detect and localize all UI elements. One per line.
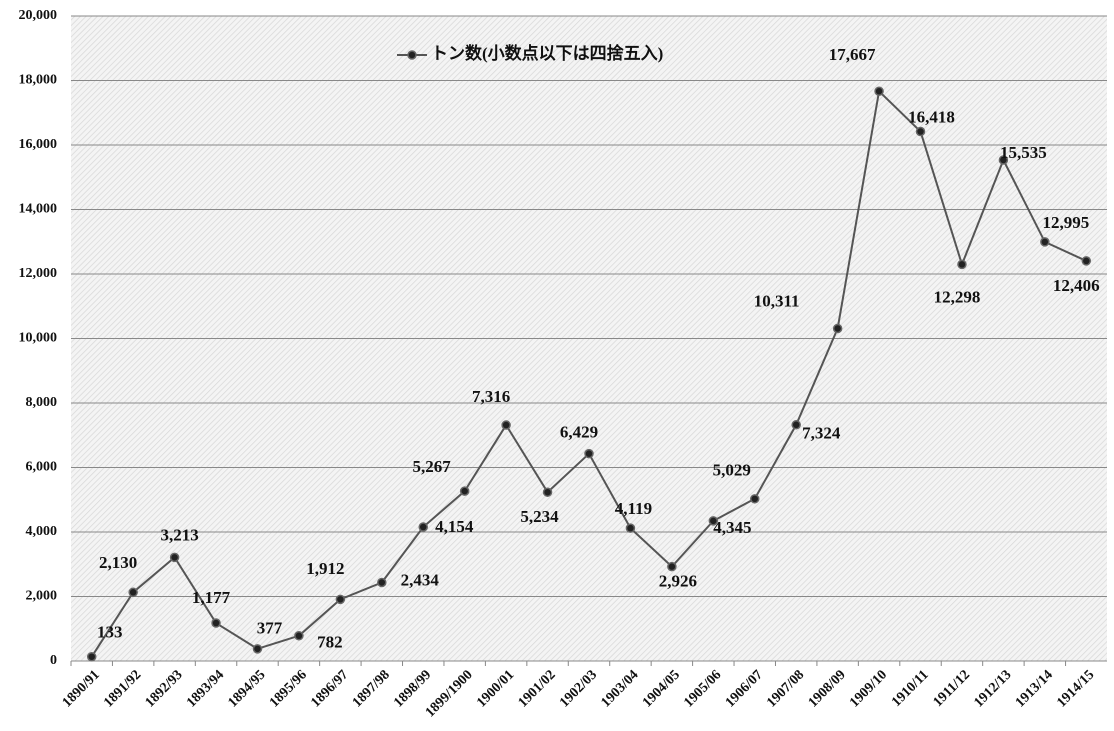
point bbox=[998, 155, 1009, 165]
data-label: 782 bbox=[317, 633, 343, 652]
x-tick-label: 1914/15 bbox=[1054, 667, 1097, 710]
point bbox=[708, 516, 719, 526]
data-label: 2,130 bbox=[99, 553, 137, 572]
data-label: 4,345 bbox=[713, 518, 751, 537]
x-tick-label: 1893/94 bbox=[184, 667, 227, 710]
point bbox=[86, 651, 97, 662]
point bbox=[335, 594, 346, 605]
data-label: 4,119 bbox=[615, 499, 652, 518]
x-tick-label: 1894/95 bbox=[226, 667, 269, 710]
data-label: 15,535 bbox=[1000, 143, 1047, 162]
point bbox=[667, 561, 677, 572]
x-tick-label: 1900/01 bbox=[474, 667, 517, 710]
data-label: 5,029 bbox=[713, 461, 751, 480]
x-tick-label: 1910/11 bbox=[889, 667, 932, 710]
data-label: 6,429 bbox=[560, 423, 598, 442]
y-tick-label: 6,000 bbox=[26, 460, 58, 475]
x-tick-label: 1904/05 bbox=[640, 667, 683, 710]
x-tick-label: 1903/04 bbox=[598, 667, 641, 710]
point bbox=[377, 577, 387, 588]
y-tick-label: 12,000 bbox=[19, 266, 58, 281]
x-tick-label: 1895/96 bbox=[267, 667, 310, 710]
y-tick-label: 0 bbox=[50, 653, 57, 668]
data-label: 5,234 bbox=[520, 507, 559, 526]
point bbox=[1081, 256, 1092, 266]
y-tick-label: 2,000 bbox=[26, 589, 58, 604]
x-tick-label: 1907/08 bbox=[764, 667, 807, 710]
point bbox=[169, 552, 180, 563]
point bbox=[584, 448, 594, 459]
point bbox=[128, 587, 138, 598]
data-label: 4,154 bbox=[435, 517, 474, 536]
data-label: 7,316 bbox=[472, 387, 510, 406]
x-tick-label: 1890/91 bbox=[60, 667, 103, 710]
data-label: 7,324 bbox=[802, 424, 841, 443]
data-label: 12,995 bbox=[1042, 213, 1089, 232]
x-tick-label: 1908/09 bbox=[806, 667, 849, 710]
point bbox=[750, 494, 760, 504]
point bbox=[915, 126, 926, 137]
point bbox=[211, 618, 221, 628]
x-tick-label: 1892/93 bbox=[143, 667, 186, 710]
point bbox=[294, 631, 304, 641]
point bbox=[874, 86, 884, 96]
x-tick-label: 1902/03 bbox=[557, 667, 600, 710]
data-label: 2,926 bbox=[659, 572, 697, 591]
point bbox=[501, 420, 511, 430]
data-label: 1,177 bbox=[192, 588, 231, 607]
y-tick-label: 14,000 bbox=[19, 202, 58, 217]
point bbox=[252, 644, 263, 654]
data-label: 3,213 bbox=[160, 525, 198, 544]
point bbox=[1040, 237, 1050, 247]
x-tick-label: 1912/13 bbox=[971, 667, 1014, 710]
x-tick-label: 1906/07 bbox=[723, 667, 766, 710]
x-tick-label: 1905/06 bbox=[681, 667, 724, 710]
data-label: 12,298 bbox=[934, 287, 981, 306]
point bbox=[459, 486, 470, 496]
y-tick-label: 20,000 bbox=[19, 8, 58, 23]
data-label: 12,406 bbox=[1053, 276, 1100, 295]
legend-label: トン数(小数点以下は四捨五入) bbox=[431, 43, 663, 63]
data-label: 5,267 bbox=[413, 457, 452, 476]
x-tick-label: 1896/97 bbox=[308, 667, 351, 710]
x-tick-label: 1897/98 bbox=[350, 667, 393, 710]
x-tick-label: 1909/10 bbox=[847, 667, 890, 710]
data-label: 2,434 bbox=[401, 570, 440, 589]
y-tick-label: 8,000 bbox=[26, 395, 58, 410]
point bbox=[832, 323, 843, 334]
data-label: 133 bbox=[97, 623, 123, 642]
data-label: 1,912 bbox=[306, 559, 344, 578]
y-tick-label: 4,000 bbox=[26, 524, 58, 539]
y-tick-label: 16,000 bbox=[19, 137, 58, 152]
data-label: 377 bbox=[257, 619, 283, 638]
x-tick-label: 1911/12 bbox=[931, 667, 974, 710]
point bbox=[542, 487, 553, 497]
data-label: 16,418 bbox=[908, 107, 955, 126]
y-tick-label: 10,000 bbox=[19, 331, 58, 346]
data-label: 17,667 bbox=[829, 45, 876, 64]
x-tick-label: 1913/14 bbox=[1013, 667, 1056, 710]
x-tick-label: 1891/92 bbox=[101, 667, 144, 710]
point bbox=[418, 522, 428, 532]
data-label: 10,311 bbox=[754, 291, 800, 310]
point bbox=[625, 523, 636, 533]
x-tick-label: 1901/02 bbox=[516, 667, 559, 710]
point bbox=[791, 420, 801, 430]
legend-marker bbox=[407, 50, 417, 60]
y-tick-label: 18,000 bbox=[19, 73, 58, 88]
point bbox=[957, 259, 967, 270]
